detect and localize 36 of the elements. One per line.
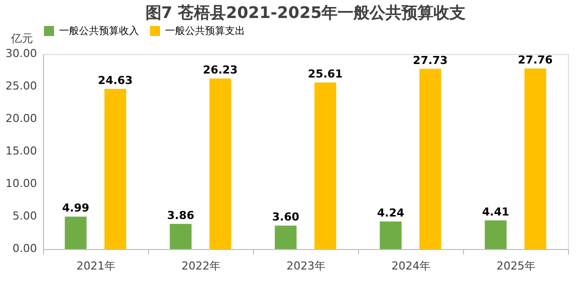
y-tick-label: 15.00 [6,144,37,158]
data-label: 27.73 [412,54,448,67]
x-tick-label: 2021年 [76,260,116,272]
legend-label: 一般公共预算收入 [59,25,139,37]
bar [209,78,232,249]
y-tick-label: 25.00 [6,80,37,92]
bar [170,224,192,249]
data-label: 3.86 [167,208,195,222]
bar [104,88,126,249]
y-tick-label: 0.00 [12,242,37,255]
data-label: 24.63 [98,74,133,87]
x-tick-label: 2025年 [496,260,536,272]
bar [314,82,336,249]
data-label: 4.24 [377,206,405,220]
y-tick-label: 30.00 [6,47,37,60]
y-tick-label: 5.00 [12,210,37,222]
y-tick-label: 20.00 [6,112,37,125]
chart-title: 图7 苍梧县2021-2025年一般公共预算收支 [145,3,466,22]
bar [64,216,87,249]
data-label: 25.61 [308,68,343,81]
x-tick-label: 2024年 [392,260,430,272]
y-tick-label: 10.00 [6,177,37,190]
bar [524,68,546,249]
bar [380,221,402,249]
data-label: 27.76 [518,54,554,67]
x-tick-label: 2023年 [286,260,326,272]
data-label: 3.60 [272,210,300,224]
data-label: 4.99 [62,202,90,215]
legend-label: 一般公共预算支出 [165,25,245,37]
data-label: 4.41 [482,205,510,218]
y-axis-title: 亿元 [10,32,33,45]
x-tick-label: 2022年 [182,260,220,272]
bar [274,226,297,249]
data-label: 26.23 [202,64,238,77]
bar [484,220,507,249]
bar [419,68,442,249]
